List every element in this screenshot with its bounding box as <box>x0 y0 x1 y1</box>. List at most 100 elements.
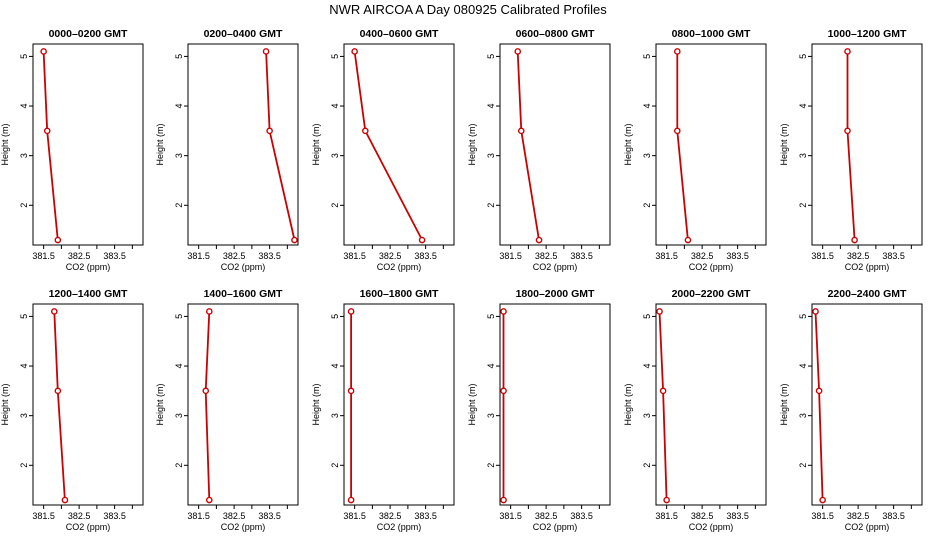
x-axis-label: CO2 (ppm) <box>66 522 111 532</box>
profile-panel: 0800–1000 GMT 381.5 382.5 383.5 2 3 4 5 CO2 (ppm… <box>623 28 767 272</box>
x-axis-label: CO2 (ppm) <box>66 262 111 272</box>
data-point <box>43 127 51 135</box>
profile-panel: 0600–0800 GMT 381.5 382.5 383.5 2 3 4 5 CO2 (ppm… <box>467 28 611 272</box>
profile-line <box>353 51 423 241</box>
y-tick-label: 5 <box>174 314 184 319</box>
profile-panel: 2000–2200 GMT 381.5 382.5 383.5 2 3 4 5 CO2 (ppm… <box>623 288 767 532</box>
y-tick-label: 4 <box>486 104 496 109</box>
panel-title: 2000–2200 GMT <box>672 288 751 300</box>
data-point <box>61 496 69 504</box>
panel-title: 2200–2400 GMT <box>828 288 907 300</box>
profile-panel: 1800–2000 GMT 381.5 382.5 383.5 2 3 4 5 CO2 (ppm… <box>467 288 611 532</box>
data-point <box>500 308 507 315</box>
x-tick-label: 382.5 <box>379 251 402 261</box>
data-point <box>202 387 210 395</box>
x-tick-label: 381.5 <box>187 251 210 261</box>
x-tick-label: 381.5 <box>655 251 678 261</box>
y-tick-label: 5 <box>330 314 340 319</box>
x-axis-label: CO2 (ppm) <box>689 262 734 272</box>
data-point <box>819 496 826 504</box>
y-axis-label: Height (m) <box>155 123 165 165</box>
data-point <box>347 387 355 395</box>
profile-line <box>814 311 824 501</box>
x-tick-label: 383.5 <box>570 511 593 521</box>
panel-title: 0400–0600 GMT <box>360 28 439 40</box>
data-point <box>418 236 426 244</box>
y-tick-label: 2 <box>19 463 29 468</box>
data-point <box>535 236 543 244</box>
x-tick-label: 382.5 <box>223 511 246 521</box>
data-point <box>347 496 355 504</box>
data-point <box>205 496 213 504</box>
data-point <box>844 48 851 55</box>
profile-panel: 1600–1800 GMT 381.5 382.5 383.5 2 3 4 5 CO2 (ppm… <box>311 288 455 532</box>
data-point <box>361 127 369 135</box>
x-axis-label: CO2 (ppm) <box>845 262 890 272</box>
x-tick-label: 381.5 <box>187 511 210 521</box>
data-point <box>673 48 681 55</box>
data-point <box>351 48 358 55</box>
profile-line <box>204 311 211 501</box>
data-point <box>517 127 525 135</box>
data-point <box>656 308 663 315</box>
y-tick-label: 4 <box>19 364 29 369</box>
y-tick-label: 4 <box>486 364 496 369</box>
profile-panel: 0400–0600 GMT 381.5 382.5 383.5 2 3 4 5 CO2 (ppm… <box>311 28 455 272</box>
y-tick-label: 2 <box>174 463 184 468</box>
panel-title: 0000–0200 GMT <box>49 28 128 40</box>
y-tick-label: 5 <box>19 54 29 59</box>
data-point <box>812 308 819 315</box>
y-tick-label: 5 <box>642 54 652 59</box>
y-tick-label: 4 <box>642 364 652 369</box>
panel-title: 0800–1000 GMT <box>672 28 751 40</box>
x-axis-label: CO2 (ppm) <box>221 522 266 532</box>
x-tick-label: 382.5 <box>691 511 714 521</box>
plot-frame <box>187 303 299 506</box>
plot-frame <box>187 43 299 246</box>
x-tick-label: 381.5 <box>32 511 55 521</box>
data-point <box>262 48 270 55</box>
y-tick-label: 3 <box>486 413 496 418</box>
profile-panel: 1000–1200 GMT 381.5 382.5 383.5 2 3 4 5 CO2 (ppm… <box>779 28 923 272</box>
y-tick-label: 4 <box>19 104 29 109</box>
x-tick-label: 381.5 <box>343 511 366 521</box>
y-tick-label: 3 <box>174 153 184 158</box>
data-point <box>663 496 670 504</box>
y-axis-label: Height (m) <box>311 383 321 425</box>
data-point <box>266 127 273 135</box>
y-axis-label: Height (m) <box>623 123 633 165</box>
y-tick-label: 2 <box>330 203 340 208</box>
data-point <box>500 496 507 504</box>
y-tick-label: 5 <box>486 314 496 319</box>
panel-title: 1000–1200 GMT <box>828 28 907 40</box>
data-point <box>54 236 62 244</box>
plot-frame <box>343 43 455 246</box>
data-point <box>291 236 298 244</box>
y-tick-label: 5 <box>174 54 184 59</box>
data-point <box>205 308 213 315</box>
data-point <box>347 308 355 315</box>
y-tick-label: 2 <box>486 203 496 208</box>
plot-frame <box>811 43 923 246</box>
x-axis-label: CO2 (ppm) <box>377 522 422 532</box>
x-axis-label: CO2 (ppm) <box>377 262 422 272</box>
y-tick-label: 4 <box>798 364 808 369</box>
data-point <box>50 308 58 315</box>
x-tick-label: 382.5 <box>691 251 714 261</box>
x-tick-label: 381.5 <box>499 251 522 261</box>
x-tick-label: 383.5 <box>726 251 749 261</box>
x-tick-label: 383.5 <box>882 511 905 521</box>
y-tick-label: 5 <box>798 314 808 319</box>
y-tick-label: 2 <box>330 463 340 468</box>
y-axis-label: Height (m) <box>467 123 477 165</box>
data-point <box>851 236 858 244</box>
profile-panel: 0000–0200 GMT 381.5 382.5 383.5 2 3 4 5 CO2 (ppm… <box>0 28 144 272</box>
x-tick-label: 383.5 <box>726 511 749 521</box>
y-tick-label: 3 <box>486 153 496 158</box>
data-point <box>54 387 62 395</box>
y-tick-label: 4 <box>798 104 808 109</box>
panel-title: 0600–0800 GMT <box>516 28 595 40</box>
x-tick-label: 382.5 <box>847 251 870 261</box>
y-tick-label: 4 <box>642 104 652 109</box>
